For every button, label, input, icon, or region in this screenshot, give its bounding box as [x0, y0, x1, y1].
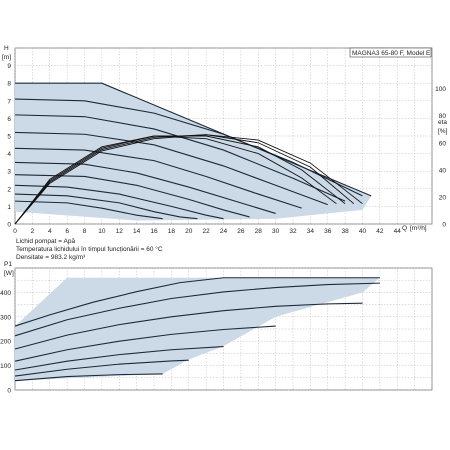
top-x-tick-label: 30	[272, 228, 280, 235]
top-y-tick-label: 3	[7, 169, 11, 176]
head-curve-2	[14, 114, 346, 202]
top-x-tick-label: 4	[48, 228, 52, 235]
bottom-yunit: [W]	[4, 270, 14, 277]
top-y-tick-label: 5	[7, 134, 11, 141]
model-label-box: MAGNA3 65-80 F, Model E	[349, 47, 432, 58]
top-x-tick-label: 40	[359, 228, 367, 235]
top-x-tick-label: 44	[394, 228, 402, 235]
bottom-y-tick-label: 0	[7, 388, 11, 395]
head-curve-5	[14, 161, 276, 214]
top-y-tick-label: 6	[7, 116, 11, 123]
top-x-tick-label: 42	[376, 228, 384, 235]
head-curve-7	[14, 184, 224, 220]
head-curve-9	[14, 200, 163, 220]
top-y-tick-label: 4	[7, 151, 11, 158]
power-curve-4	[14, 346, 224, 371]
power-curve-5	[14, 359, 189, 377]
bottom-y-tick-label: 300	[0, 314, 11, 321]
bottom-y-tick-label: 400	[0, 290, 11, 297]
top-y2-tick-label: 60	[439, 140, 447, 147]
eta-curve-3	[14, 135, 337, 225]
top-x-tick-label: 20	[185, 228, 193, 235]
head-curve-1	[14, 98, 363, 197]
bottom-ylabel: P1	[4, 261, 12, 268]
top-x-tick-label: 12	[116, 228, 124, 235]
top-y2-tick-label: 0	[442, 222, 446, 229]
model-label: MAGNA3 65-80 F, Model E	[352, 50, 431, 57]
power-curve-3	[14, 325, 276, 362]
top-yunit: [m]	[2, 54, 11, 61]
bottom-y-tick-label: 200	[0, 339, 11, 346]
top-xunit: [m³/h]	[410, 225, 427, 232]
power-curve-1	[14, 282, 380, 337]
top-y-tick-label: 0	[7, 222, 11, 229]
top-y-tick-label: 2	[7, 186, 11, 193]
fluid-label: Lichid pompat = Apă	[16, 238, 75, 245]
top-y2-tick-label: 40	[439, 167, 447, 174]
top-x-tick-label: 8	[83, 228, 87, 235]
top-x-tick-label: 10	[98, 228, 106, 235]
eta-curve-0	[14, 134, 363, 225]
top-y-tick-label: 7	[7, 98, 11, 105]
power-curve-6	[14, 373, 163, 382]
top-y-tick-label: 9	[7, 63, 11, 70]
eta-curve-2	[14, 135, 346, 225]
top-x-tick-label: 16	[150, 228, 158, 235]
power-curve-2	[14, 302, 363, 350]
top-x-tick-label: 0	[13, 228, 17, 235]
top-operating-area	[15, 83, 372, 221]
power-curve-0	[14, 277, 380, 327]
bottom-operating-area	[15, 277, 380, 381]
top-ylabel: H	[4, 45, 9, 52]
power-chart: 0 100 200 300 400	[0, 267, 433, 395]
head-curve-3	[14, 131, 328, 206]
top-x-tick-label: 38	[342, 228, 350, 235]
top-x-tick-label: 26	[237, 228, 245, 235]
head-curve-8	[14, 193, 198, 220]
top-x-tick-label: 24	[220, 228, 228, 235]
top-y2-tick-label: 100	[435, 86, 446, 93]
top-y2-tick-label: 80	[439, 113, 447, 120]
top-x-tick-label: 28	[255, 228, 263, 235]
top-x-tick-label: 6	[65, 228, 69, 235]
top-x-tick-label: 34	[307, 228, 315, 235]
density-label: Densitate = 983.2 kg/m³	[16, 254, 86, 261]
temperature-label: Temperatura lichidului în timpul funcțio…	[16, 245, 163, 253]
top-y-tick-label: 8	[7, 81, 11, 88]
top-x-tick-label: 14	[133, 228, 141, 235]
top-y2-tick-label: 20	[439, 194, 447, 201]
head-efficiency-chart: 0 2 4 6 8 10 12 14 16 18 20 22 24 26 28 30 32 34 36 38 40 42 4…	[7, 47, 447, 235]
top-y2label: eta	[438, 119, 447, 126]
bottom-y-tick-label: 100	[0, 363, 11, 370]
top-x-tick-label: 32	[289, 228, 297, 235]
head-curve-6	[14, 174, 250, 218]
top-x-tick-label: 36	[324, 228, 332, 235]
top-y2unit: [%]	[438, 128, 448, 135]
head-curve-4	[14, 147, 302, 209]
top-x-tick-label: 2	[31, 228, 35, 235]
top-x-tick-label: 18	[168, 228, 176, 235]
top-x-tick-label: 22	[203, 228, 211, 235]
top-y-tick-label: 1	[7, 204, 11, 211]
top-xlabel: Q	[402, 225, 407, 232]
